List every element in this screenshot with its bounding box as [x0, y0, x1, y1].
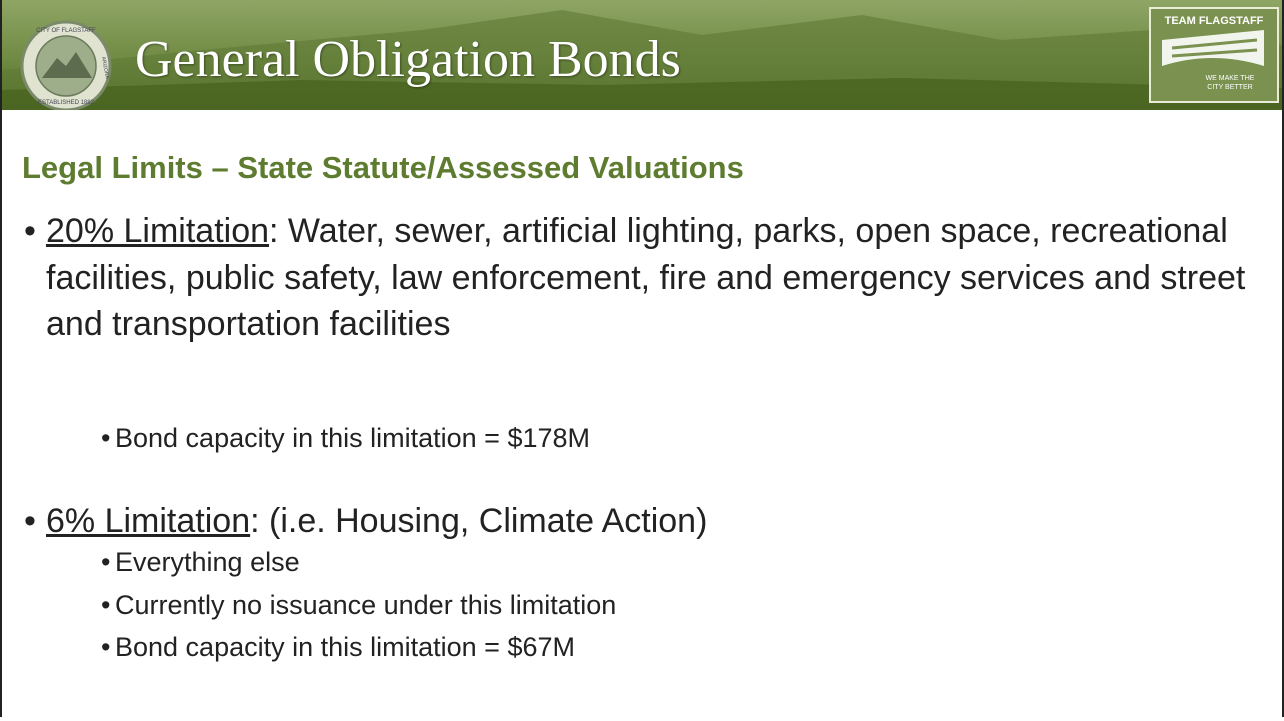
city-seal: CITY OF FLAGSTAFF ARIZONA ESTABLISHED 18… [22, 22, 110, 110]
bullet-label: 20% Limitation [46, 212, 269, 250]
seal-text: ESTABLISHED 1882 [38, 100, 95, 106]
sub-bullet: Bond capacity in this limitation = $67M [115, 632, 575, 662]
sub-bullet: Bond capacity in this limitation = $178M [115, 423, 590, 453]
bullet-label: 6% Limitation [46, 502, 250, 540]
page: CITY OF FLAGSTAFF ARIZONA ESTABLISHED 18… [0, 0, 1284, 721]
logo-name: TEAM FLAGSTAFF [1165, 15, 1264, 27]
team-logo: TEAM FLAGSTAFF WE MAKE THE CITY BETTER [1150, 8, 1278, 102]
sub-bullet: Currently no issuance under this limitat… [115, 590, 616, 620]
bullet: 20% Limitation: Water, sewer, artificial… [46, 208, 1261, 348]
logo-tagline: CITY BETTER [1207, 84, 1252, 91]
logo-tagline: WE MAKE THE [1206, 75, 1255, 82]
seal-text: CITY OF FLAGSTAFF [36, 28, 96, 34]
subtitle: Legal Limits – State Statute/Assessed Va… [22, 150, 744, 186]
slide-title: General Obligation Bonds [135, 30, 681, 89]
slide: CITY OF FLAGSTAFF ARIZONA ESTABLISHED 18… [0, 0, 1284, 717]
bullet: 6% Limitation: (i.e. Housing, Climate Ac… [46, 498, 1261, 545]
bullet-text: : (i.e. Housing, Climate Action) [250, 502, 707, 540]
sub-bullet: Everything else [115, 547, 300, 577]
